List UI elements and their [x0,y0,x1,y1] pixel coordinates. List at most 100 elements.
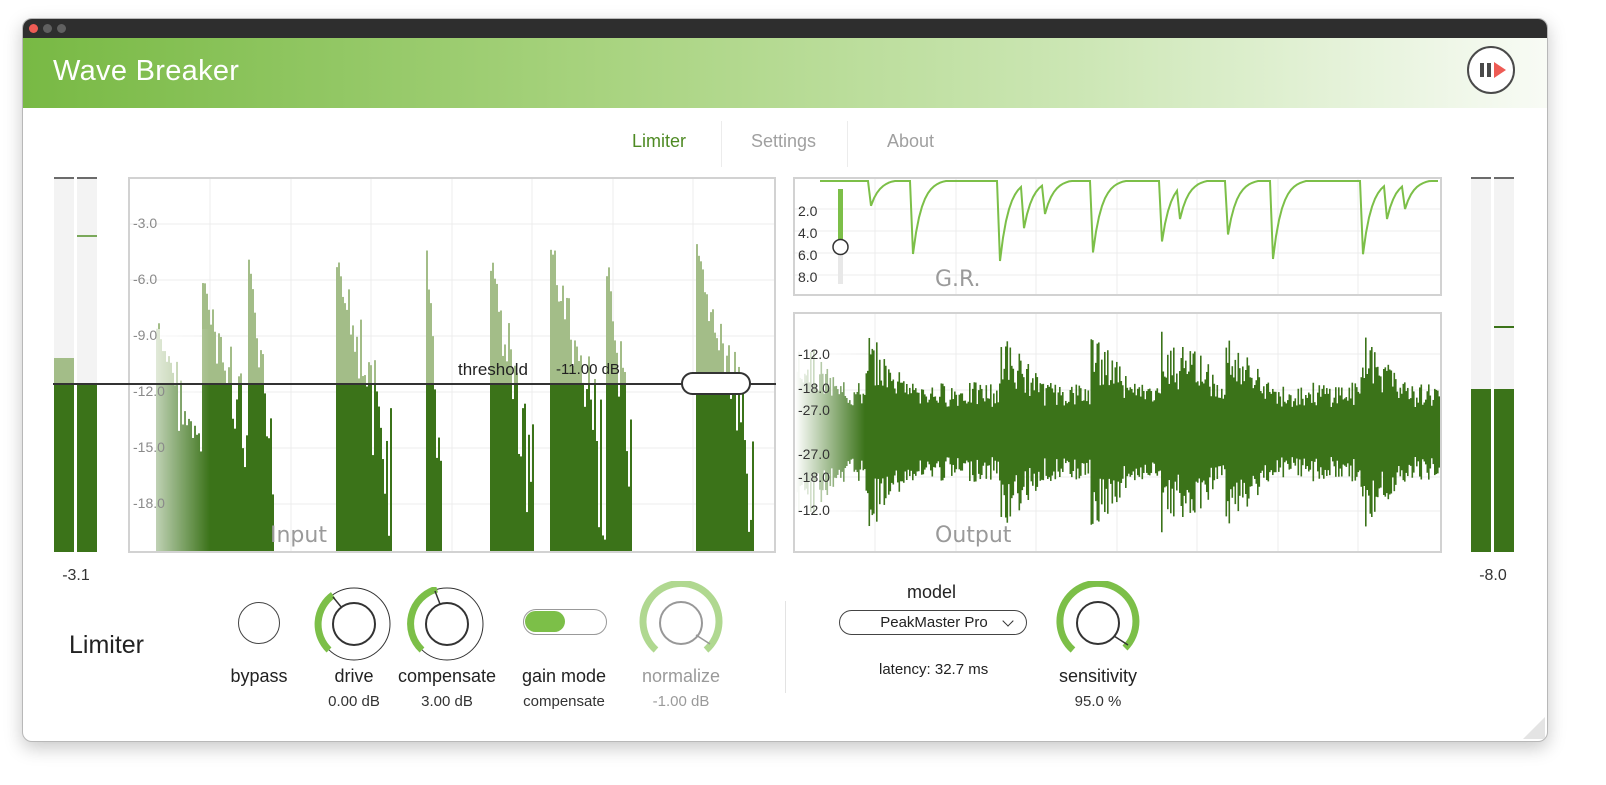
gr-meter-handle[interactable] [832,238,849,256]
output-wave-sample [1200,355,1202,509]
output-wave-sample [1207,364,1210,500]
power-play-icon[interactable] [1467,46,1515,94]
input-level-bar [372,455,374,551]
output-wave-sample [1051,388,1054,476]
output-wave-sample [1131,388,1133,476]
resize-handle[interactable] [1523,717,1545,739]
input-level-bar-limited [360,385,362,551]
compensate-knob[interactable] [404,585,490,678]
output-wave-sample [1105,375,1108,489]
minimize-window-button[interactable] [43,24,52,33]
sensitivity-knob[interactable] [1055,579,1141,672]
output-wave-sample [1119,366,1121,498]
gain-mode-toggle[interactable] [523,609,607,635]
output-wave-sample [1324,394,1327,470]
input-level-bar [518,453,520,551]
output-wave-sample [1110,380,1112,484]
input-level-bar-limited [256,385,258,551]
output-wave-sample [1407,387,1409,477]
output-wave-sample [1309,394,1312,470]
output-wave-sample [1377,366,1379,498]
output-wave-sample [1033,390,1036,474]
output-wave-sample [972,388,974,476]
output-wave-sample [906,383,908,481]
tab-limiter[interactable]: Limiter [632,131,687,151]
input-level-bar-limited [260,385,262,551]
output-wave-sample [924,394,926,470]
output-wave-sample [865,373,868,491]
output-wave-sample [1339,395,1342,469]
output-wave-sample [1240,384,1243,480]
output-wave-sample [960,393,962,471]
output-wave-sample [925,396,928,468]
input-level-bar-limited [432,385,434,551]
input-level-bar-limited [578,385,580,551]
input-meter-value: -3.1 [62,567,90,584]
output-db-tick: -12.0 [798,502,830,518]
drive-knob[interactable] [311,587,397,678]
input-level-bar-limited [340,385,342,551]
output-wave-sample [1302,398,1304,466]
gain-mode-value: compensate [523,693,605,710]
bypass-label: bypass [230,666,288,686]
input-level-bar-limited [370,385,372,551]
input-level-bar-limited [224,385,226,551]
input-level-bar-limited [368,385,370,551]
output-wave-sample [1336,403,1339,461]
input-level-bar-limited [346,385,348,551]
input-waveform-display[interactable]: -3.0 -6.0 -9.0 -12.0 -15.0 -18.0 Input [128,177,776,553]
output-wave-sample [1369,350,1372,514]
output-wave-sample [1308,392,1310,472]
output-wave-sample [1021,373,1024,491]
output-wave-sample [897,381,899,483]
input-level-bar [434,389,436,551]
output-wave-sample [1065,400,1067,464]
threshold-line[interactable] [53,383,776,385]
input-level-bar-limited [716,385,718,551]
output-wave-sample [954,391,956,473]
bypass-button[interactable] [238,602,280,644]
output-wave-sample [1411,386,1414,478]
input-level-bar-limited [554,385,556,551]
normalize-knob[interactable] [638,579,724,672]
input-level-bar [526,512,528,551]
input-level-bar-limited [582,385,584,551]
model-dropdown[interactable]: PeakMaster Pro [839,610,1027,635]
output-wave-sample [1257,368,1259,496]
input-level-bar-limited [576,385,578,551]
output-wave-sample [1398,397,1400,467]
output-wave-sample [985,385,988,479]
output-wave-sample [967,401,970,463]
input-level-bar-limited [612,385,614,551]
output-wave-sample [1096,343,1099,521]
output-wave-sample [1036,377,1039,487]
output-wave-sample [1168,383,1171,481]
output-wave-sample [1275,391,1277,473]
threshold-handle[interactable] [681,372,751,395]
output-wave-sample [1335,387,1337,477]
input-level-bar [376,391,378,551]
output-wave-sample [1222,398,1225,466]
window-titlebar [23,19,1547,38]
output-wave-sample [1165,377,1168,487]
output-wave-sample [1416,397,1418,467]
output-wave-sample [1180,357,1183,507]
output-wave-sample [922,389,925,475]
close-window-button[interactable] [29,24,38,33]
output-wave-sample [891,381,893,483]
output-wave-sample [1345,397,1348,467]
tab-about[interactable]: About [887,131,935,151]
zoom-window-button[interactable] [57,24,66,33]
input-level-bar [522,408,524,551]
output-wave-sample [1087,390,1090,474]
input-level-bar [744,440,746,551]
output-wave-sample [1122,385,1124,479]
output-wave-sample [889,372,892,492]
input-level-bar-limited [500,385,502,551]
output-wave-sample [892,379,895,485]
tab-settings[interactable]: Settings [751,131,817,151]
output-wave-sample [939,396,941,468]
output-wave-sample [1132,392,1135,472]
input-level-bar-limited [580,385,582,551]
output-wave-sample [1353,404,1355,460]
